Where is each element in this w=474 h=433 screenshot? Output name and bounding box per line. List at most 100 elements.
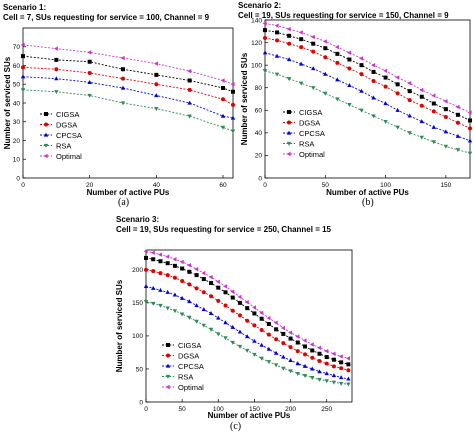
chart-a-point-optimal-2 <box>87 50 92 55</box>
chart-b-point-dgsa-3 <box>299 45 304 50</box>
chart-a-point-cpcsa-1 <box>54 76 59 81</box>
chart-c-point-dgsa-10 <box>216 298 221 303</box>
chart-c-point-cpcsa-11 <box>223 320 228 325</box>
chart-c-point-rsa-1 <box>151 301 156 306</box>
chart-b-point-cigsa-6 <box>335 51 340 56</box>
chart-c-point-optimal-10 <box>215 279 220 284</box>
chart-a-point-dgsa-7 <box>231 102 235 107</box>
chart-c-point-cpcsa-3 <box>165 289 170 294</box>
chart-b-point-rsa-15 <box>443 144 449 149</box>
chart-c-point-rsa-2 <box>158 303 163 308</box>
chart-c-point-cigsa-8 <box>201 277 206 282</box>
chart-b-point-rsa-11 <box>395 125 400 130</box>
chart-b-point-rsa-8 <box>359 108 364 113</box>
chart-a-point-optimal-1 <box>53 46 58 51</box>
chart-c-point-rsa-5 <box>179 312 185 317</box>
chart-b-point-cigsa-2 <box>287 33 292 38</box>
chart-a-plot-frame <box>22 27 234 179</box>
chart-b-point-optimal-6 <box>334 44 339 50</box>
chart-a-ytick-label-0: 0 <box>16 175 20 182</box>
chart-c-point-cigsa-25 <box>324 355 329 360</box>
chart-b-point-optimal-10 <box>383 68 388 73</box>
chart-a-point-optimal-7 <box>230 82 235 87</box>
chart-c-point-cpcsa-1 <box>151 285 156 290</box>
chart-b-point-optimal-15 <box>443 99 448 104</box>
chart-c-point-dgsa-8 <box>201 290 206 295</box>
chart-c-point-cigsa-18 <box>274 327 279 332</box>
chart-b-point-cigsa-7 <box>347 57 352 62</box>
chart-b-point-optimal-12 <box>407 81 412 86</box>
chart-c-point-dgsa-19 <box>281 341 286 346</box>
chart-a-ytick-label-6: 60 <box>13 63 21 70</box>
chart-b-xtick-label-2: 100 <box>380 182 391 189</box>
chart-c-point-dgsa-13 <box>237 313 242 318</box>
chart-c-series-dgsa <box>144 267 351 373</box>
chart-c-point-dgsa-5 <box>180 279 185 284</box>
chart-b-point-optimal-3 <box>298 30 303 35</box>
chart-c-point-cigsa-17 <box>266 322 271 327</box>
chart-c-point-dgsa-21 <box>295 349 300 354</box>
chart-c-point-rsa-15 <box>252 352 257 357</box>
chart-c-point-rsa-14 <box>244 348 250 353</box>
chart-c-point-dgsa-22 <box>303 352 308 357</box>
chart-b-point-cigsa-12 <box>407 89 412 94</box>
chart-c-point-optimal-18 <box>273 320 278 325</box>
chart-c-series-optimal <box>143 249 350 361</box>
chart-c-point-cigsa-20 <box>288 336 293 341</box>
chart-c-point-cigsa-28 <box>346 362 351 367</box>
chart-b-point-rsa-4 <box>311 86 316 91</box>
chart-a-line-rsa <box>22 89 234 132</box>
chart-b-point-rsa-17 <box>467 151 473 156</box>
chart-b-series-cigsa <box>263 28 472 123</box>
chart-a-point-dgsa-0 <box>21 65 25 70</box>
chart-b-point-cigsa-3 <box>299 37 304 42</box>
chart-b-point-dgsa-17 <box>468 126 472 131</box>
chart-c-legend-label-dgsa: DGSA <box>178 351 199 360</box>
chart-b-xtick-label-3: 150 <box>440 182 451 189</box>
chart-b-ytick-label-6: 120 <box>251 40 262 47</box>
chart-b: Scenario 2:Cell = 19, SUs requesting for… <box>238 1 473 195</box>
chart-c-point-rsa-0 <box>143 299 149 304</box>
chart-b-point-rsa-12 <box>407 131 412 136</box>
chart-b-series-rsa <box>262 69 473 156</box>
chart-c-point-rsa-19 <box>281 366 286 371</box>
chart-b-point-rsa-2 <box>286 77 292 82</box>
chart-c-point-dgsa-27 <box>339 366 344 371</box>
chart-b-point-optimal-9 <box>371 62 376 68</box>
chart-b-point-cigsa-9 <box>371 69 376 74</box>
chart-a-point-cpcsa-7 <box>230 115 236 120</box>
chart-a-point-cigsa-7 <box>231 89 235 94</box>
chart-b-point-dgsa-4 <box>311 49 316 54</box>
chart-b-legend-marker-rsa <box>286 141 292 146</box>
chart-b-point-cpcsa-4 <box>311 66 316 71</box>
chart-a-point-optimal-3 <box>120 55 125 61</box>
chart-c-point-rsa-21 <box>295 371 300 376</box>
chart-b-point-cigsa-13 <box>419 94 424 99</box>
chart-c-point-dgsa-9 <box>209 294 214 299</box>
chart-c-point-optimal-9 <box>208 274 213 280</box>
chart-a-xtick-label-1: 20 <box>86 182 94 189</box>
chart-c-legend-marker-dgsa <box>166 353 170 358</box>
chart-b-point-cigsa-0 <box>263 28 267 33</box>
chart-a-point-cigsa-2 <box>87 59 92 64</box>
chart-c-ytick-label-0: 0 <box>139 399 143 406</box>
chart-c-subtitle: Cell = 19, SUs requesting for service = … <box>116 225 332 234</box>
chart-a-line-dgsa <box>22 66 234 106</box>
chart-c-legend-label-cigsa: CIGSA <box>178 341 201 350</box>
chart-c-point-rsa-9 <box>208 327 214 332</box>
chart-c-point-cigsa-19 <box>281 331 286 336</box>
chart-a-point-dgsa-5 <box>187 87 192 92</box>
chart-a-point-cigsa-1 <box>54 57 59 62</box>
chart-b-point-cpcsa-2 <box>286 57 292 62</box>
chart-c-point-cigsa-15 <box>252 311 257 316</box>
chart-c-legend-marker-optimal <box>165 384 170 390</box>
chart-c-point-rsa-22 <box>302 373 308 378</box>
chart-c-legend-label-rsa: RSA <box>178 372 193 381</box>
chart-b-point-cpcsa-16 <box>455 133 461 138</box>
chart-c-point-cpcsa-7 <box>194 303 199 308</box>
chart-b-series-optimal <box>262 21 472 115</box>
chart-b-point-cpcsa-0 <box>262 50 268 55</box>
chart-a-ytick-label-1: 10 <box>13 157 21 164</box>
chart-a-point-dgsa-1 <box>54 67 59 72</box>
chart-a-series-cigsa <box>21 54 235 94</box>
